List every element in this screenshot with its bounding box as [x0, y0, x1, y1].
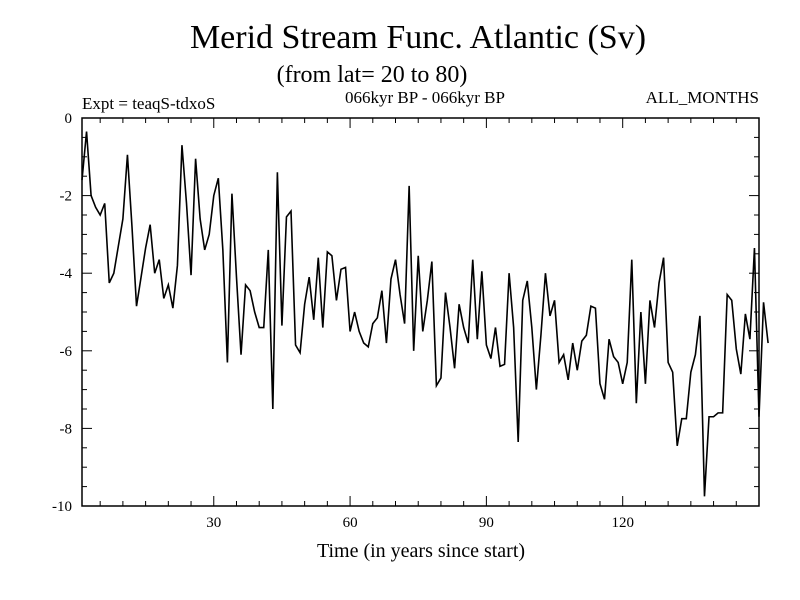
x-tick-label: 120	[611, 515, 634, 531]
plot-area	[81, 117, 760, 507]
x-tick-label: 60	[343, 515, 358, 531]
series-line	[81, 131, 769, 497]
x-axis: 30 60 90 120	[99, 118, 737, 531]
chart-subtitle: (from lat= 20 to 80)	[277, 62, 468, 88]
chart-title: Merid Stream Func. Atlantic (Sv)	[190, 19, 646, 56]
x-axis-label: Time (in years since start)	[317, 540, 525, 562]
y-tick-label: -6	[60, 344, 73, 360]
y-tick-label: -2	[60, 189, 73, 205]
period-label: 066kyr BP - 066kyr BP	[345, 88, 505, 107]
y-axis: 0 -2 -4 -6 -8 -10	[52, 111, 759, 515]
y-tick-label: -10	[52, 499, 72, 515]
experiment-label: Expt = teaqS-tdxoS	[82, 94, 215, 113]
series-layer	[81, 131, 769, 497]
months-label: ALL_MONTHS	[646, 88, 759, 107]
y-tick-label: -8	[60, 421, 73, 437]
y-tick-label: 0	[65, 111, 73, 127]
x-tick-label: 90	[479, 515, 494, 531]
y-tick-label: -4	[60, 266, 73, 282]
plot-frame	[81, 117, 760, 507]
x-tick-label: 30	[206, 515, 221, 531]
